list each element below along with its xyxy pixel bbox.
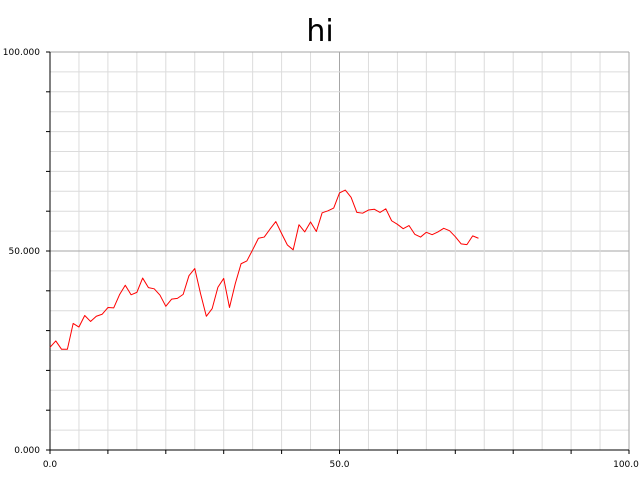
tick-marks [46,51,630,454]
series-group [49,189,479,350]
grid-lines [49,51,630,451]
tick-labels: 0.000 50.000 100.000 0.0 50.0 100.0 [3,48,639,470]
series-line [49,189,479,350]
y-tick-label-2: 100.000 [3,48,40,58]
x-tick-label-1: 50.0 [329,460,349,470]
x-tick-label-2: 100.0 [613,460,639,470]
x-tick-label-0: 0.0 [43,460,58,470]
y-tick-label-0: 0.000 [14,446,40,456]
chart-title: hi [306,14,333,49]
y-tick-label-1: 50.000 [9,247,41,257]
